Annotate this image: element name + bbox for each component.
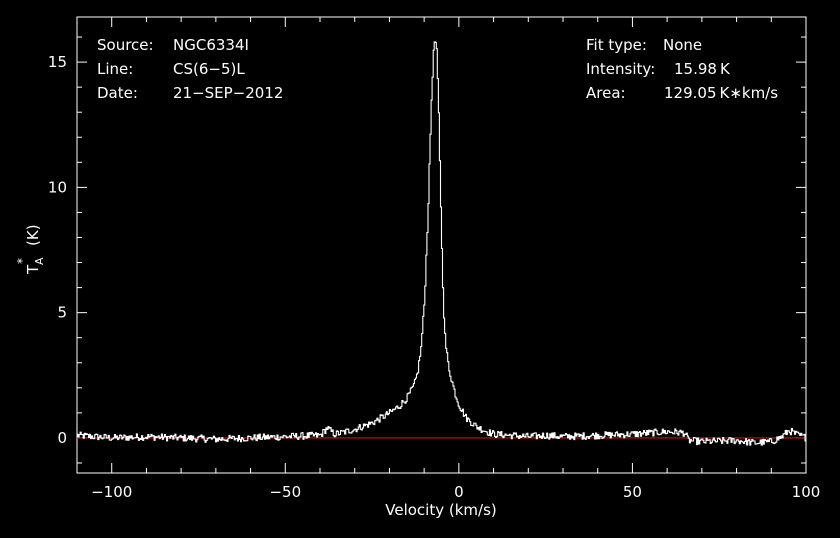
date-label: Date: — [97, 84, 138, 102]
source-value: NGC6334I — [173, 36, 249, 54]
y-axis-title-unit: (K) — [24, 224, 42, 246]
y-axis-title: T A * (K) — [15, 224, 46, 275]
spectrum-line — [77, 41, 807, 446]
y-tick-label: 5 — [57, 304, 67, 322]
area-value: 129.05 K∗km/s — [664, 84, 778, 102]
intensity-label: Intensity: — [586, 60, 655, 78]
x-tick-label: 100 — [792, 483, 821, 501]
axis-tick-labels: −100 −50 0 50 100 0 5 10 15 — [48, 53, 820, 501]
line-label: Line: — [97, 60, 133, 78]
y-axis-title-sup: * — [15, 258, 29, 264]
x-tick-label: −50 — [269, 483, 301, 501]
plot-frame — [76, 16, 807, 474]
source-label: Source: — [97, 36, 154, 54]
y-axis-title-main: T — [24, 264, 42, 275]
x-tick-label: −100 — [91, 483, 132, 501]
line-value: CS(6−5)L — [173, 60, 245, 78]
x-tick-label: 50 — [623, 483, 642, 501]
axis-ticks — [76, 17, 807, 473]
y-tick-label: 0 — [57, 429, 67, 447]
intensity-value: 15.98 K — [674, 60, 731, 78]
date-value: 21−SEP−2012 — [173, 84, 283, 102]
area-label: Area: — [586, 84, 626, 102]
x-axis-title: Velocity (km/s) — [385, 501, 496, 519]
x-tick-label: 0 — [454, 483, 464, 501]
y-tick-label: 10 — [48, 178, 67, 196]
fit-type-value: None — [663, 36, 702, 54]
y-tick-label: 15 — [48, 53, 67, 71]
fit-type-label: Fit type: — [586, 36, 647, 54]
y-axis-title-sub: A — [33, 257, 46, 265]
